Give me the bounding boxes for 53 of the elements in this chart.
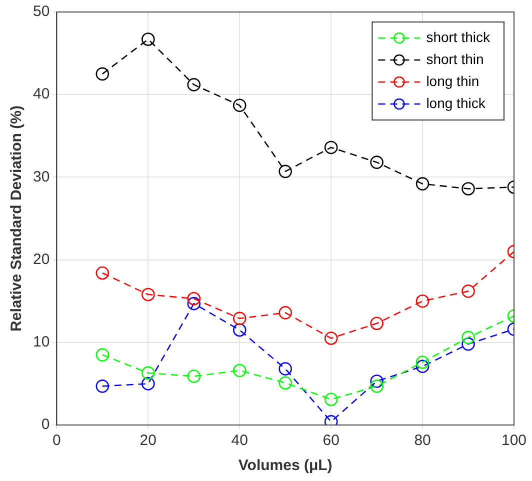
point bbox=[324, 140, 338, 154]
point bbox=[462, 284, 475, 298]
point bbox=[232, 98, 246, 112]
point bbox=[232, 323, 246, 337]
point bbox=[187, 296, 201, 310]
y-tick-label: 10 bbox=[32, 334, 50, 351]
point bbox=[278, 362, 292, 376]
point bbox=[187, 292, 201, 306]
point bbox=[232, 364, 246, 378]
point bbox=[278, 164, 292, 178]
point bbox=[187, 78, 201, 92]
legend-label: short thin bbox=[426, 50, 484, 67]
y-tick-label: 0 bbox=[41, 416, 50, 434]
point bbox=[324, 392, 338, 406]
point bbox=[142, 377, 155, 390]
y-axis-title: Relative Standard Deviation (%) bbox=[8, 106, 26, 332]
x-tick-label: 0 bbox=[52, 432, 61, 450]
x-tick-label: 20 bbox=[140, 432, 156, 450]
legend-label: short thick bbox=[426, 28, 491, 45]
point bbox=[416, 360, 430, 374]
point bbox=[142, 288, 155, 302]
point bbox=[462, 182, 475, 196]
x-tick-label: 60 bbox=[322, 432, 340, 450]
point bbox=[96, 380, 110, 393]
point bbox=[96, 266, 110, 280]
point bbox=[96, 348, 110, 362]
y-tick-label: 30 bbox=[32, 168, 50, 186]
point bbox=[370, 316, 384, 330]
x-tick-label: 40 bbox=[231, 432, 248, 450]
point bbox=[324, 332, 338, 345]
point bbox=[462, 330, 475, 344]
legend-label: long thick bbox=[426, 94, 486, 111]
y-tick-label: 40 bbox=[32, 86, 50, 103]
point bbox=[370, 156, 384, 169]
point bbox=[370, 380, 384, 393]
point bbox=[416, 356, 430, 369]
point bbox=[142, 32, 155, 46]
point bbox=[96, 67, 110, 81]
x-tick-label: 100 bbox=[501, 432, 527, 450]
point bbox=[416, 177, 430, 190]
point bbox=[232, 312, 246, 326]
point bbox=[142, 366, 155, 380]
point bbox=[416, 294, 430, 308]
point bbox=[187, 370, 201, 383]
y-tick-label: 50 bbox=[32, 3, 50, 20]
point bbox=[462, 337, 475, 351]
x-tick-label: 80 bbox=[414, 432, 431, 450]
point bbox=[278, 376, 292, 390]
point bbox=[278, 306, 292, 320]
y-tick-label: 20 bbox=[32, 250, 50, 268]
point bbox=[370, 374, 384, 388]
x-axis-title: Volumes (μL) bbox=[238, 457, 332, 474]
legend-label: long thin bbox=[426, 72, 480, 89]
